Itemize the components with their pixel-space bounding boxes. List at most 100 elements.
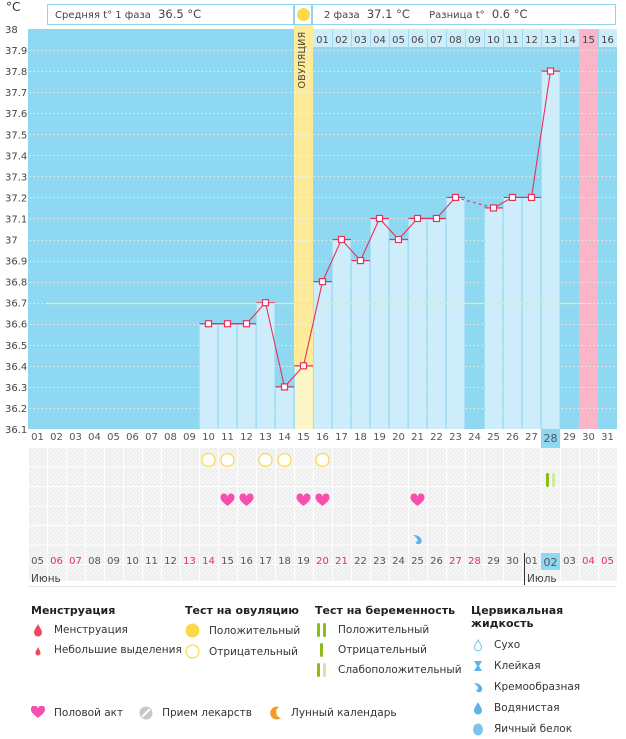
calendar-day-label: 17 <box>259 556 272 567</box>
heart-icon <box>30 705 46 720</box>
legend-item-dry: Сухо <box>471 638 626 652</box>
temperature-bar <box>275 386 294 429</box>
top-day-label: 14 <box>563 35 576 46</box>
heart-icon <box>315 493 330 506</box>
cycle-day-label: 02 <box>50 432 63 443</box>
cycle-day-label: 22 <box>430 432 443 443</box>
temperature-bar <box>294 365 313 429</box>
cycle-day-label: 21 <box>411 432 424 443</box>
temperature-point <box>299 362 308 370</box>
legend-label: Сухо <box>494 639 521 651</box>
temperature-point <box>375 214 384 223</box>
cycle-day-label: 27 <box>525 432 538 443</box>
temperature-point <box>394 235 403 244</box>
legend-item-pregnancy-positive: Положительный <box>315 623 462 637</box>
legend-item-pregnancy-negative: Отрицательный <box>315 643 462 657</box>
calendar-day-label: 05 <box>601 556 614 567</box>
legend-label: Положительный <box>209 624 301 637</box>
legend-item-ovulation-negative: Отрицательный <box>185 644 300 659</box>
temperature-bar <box>370 218 389 429</box>
y-tick-label: 36.4 <box>5 362 27 373</box>
top-day-label: 08 <box>449 35 462 46</box>
pregnancy-test-strip-icon <box>546 473 549 487</box>
cycle-day-label: 04 <box>88 432 101 443</box>
today-highlight-bottom <box>541 553 560 570</box>
calendar-day-label: 14 <box>202 556 215 567</box>
top-day-label: 10 <box>487 35 500 46</box>
legend-item-menstruation: Менструация <box>31 623 182 637</box>
top-day-header-bg <box>312 29 617 47</box>
calendar-day-label: 23 <box>373 556 386 567</box>
y-tick-label: 37.3 <box>5 172 27 183</box>
legend-label: Половой акт <box>54 707 124 719</box>
ovulation-test-negative-icon <box>201 452 216 468</box>
phase2-label: 2 фаза <box>324 10 360 21</box>
temperature-point <box>204 320 213 328</box>
top-day-label: 06 <box>411 35 424 46</box>
top-day-label: 11 <box>506 35 519 46</box>
temperature-point <box>261 299 270 307</box>
temperature-line-segment <box>455 196 494 209</box>
top-day-label: 05 <box>392 35 405 46</box>
y-tick-label: 36.3 <box>5 383 27 394</box>
expected-period-column <box>579 29 598 429</box>
legend-label: Отрицательный <box>338 644 427 656</box>
top-day-label: 09 <box>468 35 481 46</box>
temperature-point <box>451 193 460 202</box>
top-day-label: 01 <box>316 35 329 46</box>
y-tick-label: 36.5 <box>5 341 27 352</box>
phase2-value: 37.1 °C <box>366 7 410 21</box>
temperature-point <box>280 383 289 391</box>
temperature-point <box>337 235 346 244</box>
legend-item-ovulation-positive: Положительный <box>185 623 300 638</box>
calendar-day-label: 21 <box>335 556 348 567</box>
y-tick-label: 36.2 <box>5 404 27 415</box>
temperature-bar <box>522 197 541 429</box>
cycle-day-label: 18 <box>354 432 367 443</box>
single-strip-icon <box>315 643 329 657</box>
legend-label: Лунный календарь <box>290 707 397 719</box>
calendar-day-label: 02 <box>543 556 558 569</box>
top-day-label: 07 <box>430 35 443 46</box>
calendar-day-label: 20 <box>316 556 329 567</box>
temperature-bar <box>313 281 332 429</box>
temperature-point <box>508 193 517 202</box>
month-divider <box>524 553 525 585</box>
legend-label: Кремообразная <box>494 681 581 693</box>
weak-strip-icon <box>315 663 329 677</box>
legend-label: Клейкая <box>494 660 541 672</box>
temperature-bar <box>541 71 560 430</box>
heart-icon <box>239 493 254 506</box>
heart-icon <box>410 493 425 506</box>
temperature-point <box>432 214 441 223</box>
y-tick-label: 37 <box>5 236 18 247</box>
chart-bottom-rule <box>28 586 617 587</box>
temperature-bar <box>446 197 465 429</box>
cycle-day-label: 14 <box>278 432 291 443</box>
calendar-day-label: 07 <box>69 556 82 567</box>
cycle-day-label: 08 <box>164 432 177 443</box>
top-day-label: 04 <box>373 35 386 46</box>
cycle-day-label: 11 <box>221 432 234 443</box>
small-drop-icon <box>31 643 45 657</box>
calendar-day-label: 18 <box>278 556 291 567</box>
top-day-label: 12 <box>525 35 538 46</box>
calendar-day-label: 11 <box>145 556 158 567</box>
calendar-day-label: 10 <box>126 556 139 567</box>
temperature-bar <box>332 239 351 429</box>
calendar-day-label: 22 <box>354 556 367 567</box>
bbt-chart: 38 37.9 37.8 37.7 37.6 37.5 37.4 37.3 37.2 37.1 37… <box>5 25 618 581</box>
top-day-label: 16 <box>601 35 614 46</box>
sticky-icon <box>471 659 485 673</box>
temperature-line-segment <box>530 71 552 198</box>
legend-other: Половой акт Прием лекарств Лунный календ… <box>30 705 397 720</box>
heart-icon <box>220 493 235 506</box>
top-day-label: 03 <box>354 35 367 46</box>
cycle-day-label: 09 <box>183 432 196 443</box>
y-tick-label: 37.1 <box>5 214 27 225</box>
temperature-point <box>413 214 422 223</box>
cycle-day-label: 29 <box>563 432 576 443</box>
moon-icon <box>268 706 282 720</box>
creamy-icon <box>471 680 485 694</box>
cycle-day-label: 13 <box>259 432 272 443</box>
